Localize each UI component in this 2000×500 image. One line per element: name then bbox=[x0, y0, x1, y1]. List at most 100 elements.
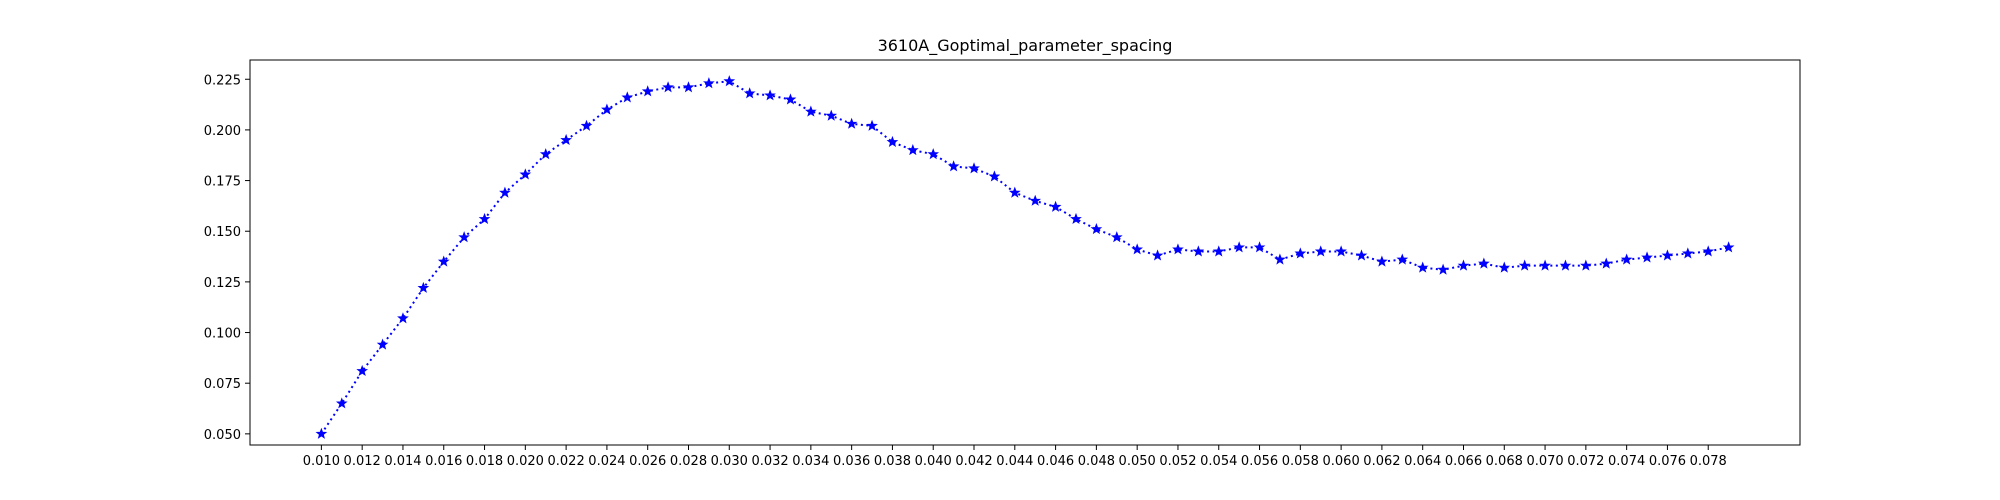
y-tick-label: 0.125 bbox=[204, 276, 241, 291]
x-tick-label: 0.028 bbox=[670, 454, 707, 469]
data-point bbox=[580, 119, 593, 131]
data-point bbox=[1212, 245, 1225, 257]
data-point bbox=[723, 75, 736, 87]
data-point bbox=[1090, 223, 1103, 235]
data-point bbox=[1029, 194, 1042, 206]
x-tick-label: 0.060 bbox=[1323, 454, 1360, 469]
data-point bbox=[1335, 245, 1347, 257]
series-markers bbox=[315, 75, 1735, 439]
y-tick-label: 0.200 bbox=[204, 124, 241, 139]
chart-title: 3610A_Goptimal_parameter_spacing bbox=[878, 36, 1173, 56]
data-point bbox=[1722, 241, 1735, 253]
x-tick-label: 0.040 bbox=[915, 454, 952, 469]
x-tick-label: 0.026 bbox=[629, 454, 666, 469]
x-tick-label: 0.048 bbox=[1078, 454, 1115, 469]
data-point bbox=[1008, 186, 1021, 198]
x-tick-label: 0.036 bbox=[833, 454, 870, 469]
y-tick-label: 0.075 bbox=[204, 377, 241, 392]
x-tick-label: 0.068 bbox=[1486, 454, 1523, 469]
data-point bbox=[886, 135, 899, 148]
data-point bbox=[1070, 212, 1082, 225]
x-tick-label: 0.016 bbox=[425, 454, 462, 469]
data-point bbox=[478, 212, 491, 225]
y-tick-label: 0.050 bbox=[204, 428, 241, 443]
data-point bbox=[519, 168, 532, 180]
data-point bbox=[1172, 243, 1184, 255]
x-tick-label: 0.042 bbox=[955, 454, 992, 469]
y-tick-label: 0.225 bbox=[204, 73, 241, 88]
x-tick-label: 0.010 bbox=[303, 454, 340, 469]
data-point bbox=[335, 397, 348, 409]
data-point bbox=[1702, 245, 1715, 257]
data-point bbox=[1253, 241, 1266, 253]
data-point bbox=[560, 133, 572, 146]
x-tick-label: 0.032 bbox=[751, 454, 788, 469]
data-point bbox=[1580, 259, 1592, 271]
data-point bbox=[1151, 249, 1164, 261]
data-point bbox=[1661, 249, 1674, 261]
data-point bbox=[1559, 259, 1572, 271]
x-tick-label: 0.020 bbox=[507, 454, 544, 469]
x-tick-label: 0.056 bbox=[1241, 454, 1278, 469]
x-tick-label: 0.074 bbox=[1608, 454, 1645, 469]
plot-frame bbox=[249, 59, 1801, 446]
data-point bbox=[1274, 253, 1286, 265]
data-point bbox=[845, 117, 858, 129]
y-tick-label: 0.150 bbox=[204, 225, 241, 240]
data-point bbox=[356, 364, 369, 377]
data-point bbox=[1681, 247, 1694, 259]
data-point bbox=[927, 148, 940, 160]
data-point bbox=[662, 81, 674, 93]
x-tick-label: 0.066 bbox=[1445, 454, 1482, 469]
data-point bbox=[1600, 257, 1613, 269]
x-tick-label: 0.058 bbox=[1282, 454, 1319, 469]
data-point bbox=[1049, 200, 1062, 212]
data-point bbox=[1233, 241, 1245, 253]
y-tick-label: 0.175 bbox=[204, 175, 241, 190]
x-tick-label: 0.062 bbox=[1363, 454, 1400, 469]
data-point bbox=[539, 148, 552, 160]
data-point bbox=[1355, 249, 1368, 261]
data-point bbox=[805, 105, 817, 117]
data-point bbox=[621, 91, 634, 103]
x-tick-label: 0.012 bbox=[344, 454, 381, 469]
x-tick-label: 0.024 bbox=[588, 454, 625, 469]
data-point bbox=[1416, 261, 1429, 273]
data-point bbox=[437, 255, 450, 267]
x-tick-label: 0.076 bbox=[1649, 454, 1686, 469]
x-tick-label: 0.030 bbox=[711, 454, 748, 469]
data-point bbox=[499, 186, 511, 198]
data-point bbox=[1498, 261, 1511, 273]
data-point bbox=[1396, 253, 1409, 265]
data-point bbox=[641, 85, 654, 97]
data-point bbox=[825, 109, 838, 121]
data-point bbox=[764, 89, 776, 101]
data-point bbox=[1131, 243, 1144, 255]
data-point bbox=[988, 170, 1001, 182]
data-point bbox=[682, 81, 695, 93]
data-point bbox=[1539, 259, 1551, 271]
x-tick-label: 0.014 bbox=[384, 454, 421, 469]
x-axis: 0.010 0.012 0.014 0.016 0.018 0.020 0.022 0.024… bbox=[303, 445, 1727, 469]
data-point bbox=[1110, 231, 1123, 243]
data-point bbox=[458, 231, 470, 243]
series-line bbox=[320, 80, 1729, 435]
data-point bbox=[866, 119, 878, 131]
data-point bbox=[315, 427, 328, 439]
x-tick-label: 0.046 bbox=[1037, 454, 1074, 469]
x-tick-label: 0.050 bbox=[1119, 454, 1156, 469]
x-tick-label: 0.034 bbox=[792, 454, 829, 469]
y-tick-label: 0.100 bbox=[204, 327, 241, 342]
x-tick-label: 0.070 bbox=[1526, 454, 1563, 469]
data-point bbox=[601, 103, 613, 115]
data-point bbox=[1294, 247, 1307, 259]
data-point bbox=[968, 162, 980, 174]
data-point bbox=[1518, 259, 1531, 271]
data-point bbox=[1620, 253, 1633, 265]
data-point bbox=[1314, 245, 1327, 257]
x-tick-label: 0.072 bbox=[1567, 454, 1604, 469]
x-tick-label: 0.044 bbox=[996, 454, 1033, 469]
x-tick-label: 0.022 bbox=[548, 454, 585, 469]
data-point bbox=[743, 87, 756, 99]
data-point bbox=[1437, 263, 1449, 275]
